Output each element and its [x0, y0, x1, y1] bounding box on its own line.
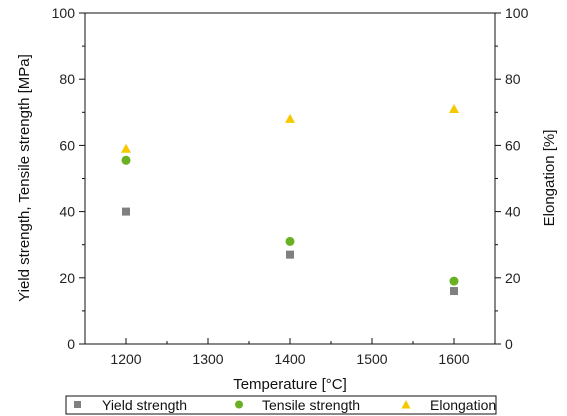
- legend-marker-tensile: [235, 400, 243, 409]
- data-point-tensile-strength: [121, 155, 131, 165]
- y-right-tick-label: 40: [505, 204, 521, 220]
- y-right-tick-label: 80: [505, 71, 521, 87]
- data-point-tensile-strength: [285, 236, 295, 246]
- y-right-tick-label: 20: [505, 270, 521, 286]
- y-left-tick-label: 20: [59, 270, 75, 286]
- plot-frame: [84, 12, 496, 345]
- y-axis-left-title: Yield strength, Tensile strength [MPa]: [16, 54, 33, 302]
- x-tick-label: 1500: [356, 351, 387, 367]
- y-right-tick-label: 0: [505, 336, 513, 352]
- data-point-elongation: [449, 103, 459, 113]
- y-right-tick-label: 100: [505, 5, 529, 21]
- y-left-tick-label: 0: [67, 336, 75, 352]
- ticks-layer: 1200 1300 1400 1500 1600 0 20 40 60 80 100 0 20 40 60 8…: [52, 5, 529, 367]
- data-point-elongation: [121, 143, 131, 153]
- marks-layer: [121, 103, 459, 296]
- x-axis-title: Temperature [°C]: [233, 376, 347, 393]
- x-tick-label: 1600: [438, 351, 469, 367]
- x-tick-label: 1400: [274, 351, 305, 367]
- y-right-tick-label: 60: [505, 137, 521, 153]
- y-left-tick-label: 100: [52, 5, 76, 21]
- y-axis-right-title: Elongation [%]: [541, 130, 558, 227]
- data-point-yield-strength: [122, 207, 130, 216]
- y-left-tick-label: 40: [59, 204, 75, 220]
- data-point-tensile-strength: [449, 276, 459, 286]
- x-tick-label: 1300: [192, 351, 223, 367]
- legend-label-elongation: Elongation: [430, 397, 496, 413]
- y-left-tick-label: 60: [59, 137, 75, 153]
- x-tick-label: 1200: [110, 351, 141, 367]
- data-point-elongation: [285, 113, 295, 123]
- data-point-yield-strength: [286, 250, 294, 259]
- legend-marker-yield: [74, 401, 81, 408]
- legend-label-yield: Yield strength: [102, 397, 187, 413]
- data-point-yield-strength: [450, 287, 458, 296]
- legend-box: [65, 395, 497, 415]
- y-left-tick-label: 80: [59, 71, 75, 87]
- legend-marker-elongation: [401, 400, 411, 409]
- legend: Yield strength Tensile strength Elongati…: [65, 395, 497, 415]
- legend-label-tensile: Tensile strength: [262, 397, 360, 413]
